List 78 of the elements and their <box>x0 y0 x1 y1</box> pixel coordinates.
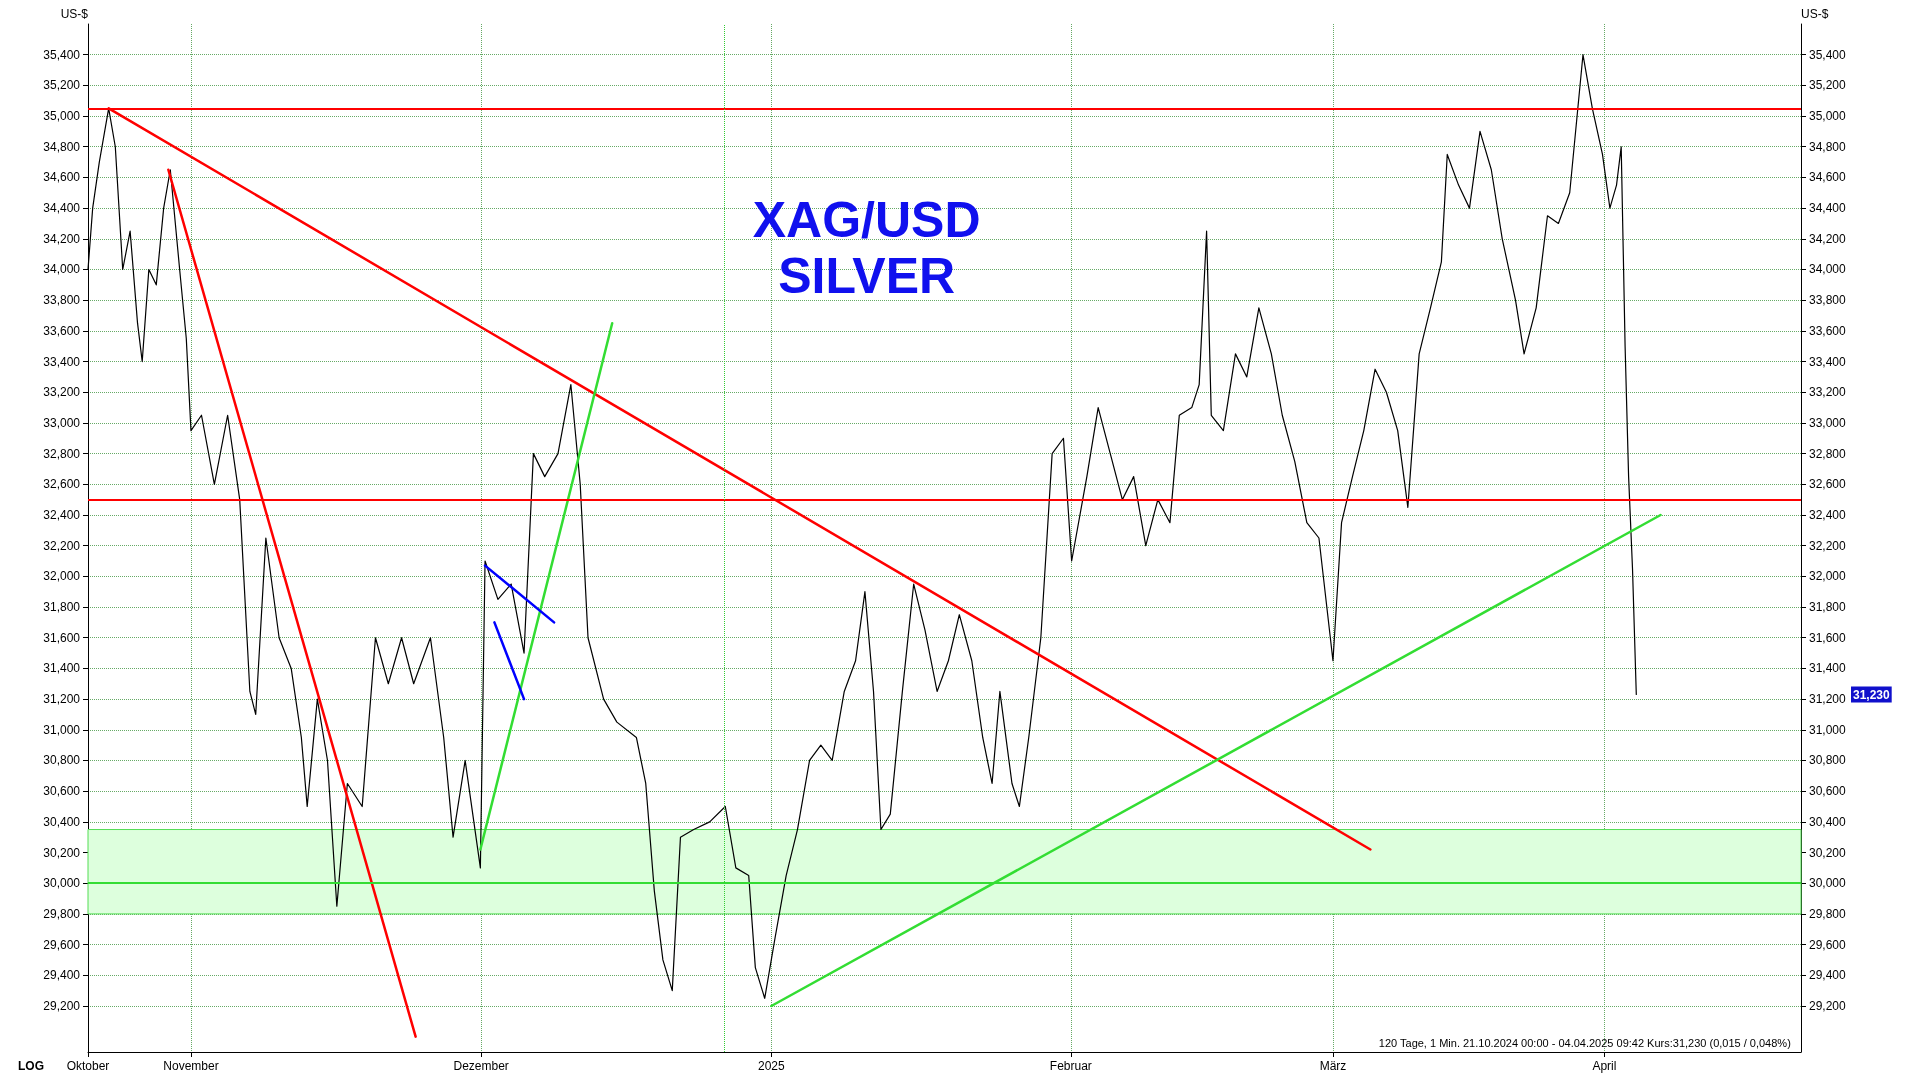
y-tick-label: 29,400 <box>43 968 81 983</box>
y-tick-label: 34,800 <box>43 139 81 154</box>
y-tick-label: 30,400 <box>43 814 81 829</box>
y-tick-label: 32,800 <box>43 446 81 461</box>
y2-tick-label: 32,600 <box>1809 477 1847 492</box>
y-tick-label: 33,600 <box>43 323 81 338</box>
y2-tick-label: 34,800 <box>1809 139 1847 154</box>
x-tick-label: März <box>1319 1059 1347 1073</box>
y-tick-label: 32,400 <box>43 507 81 522</box>
y2-tick-label: 32,000 <box>1809 569 1847 584</box>
y2-tick-label: 29,400 <box>1809 968 1847 983</box>
y-tick-label: 33,000 <box>43 415 81 430</box>
y-tick-label: 32,600 <box>43 477 81 492</box>
y-tick-label: 30,600 <box>43 784 81 799</box>
y2-tick-label: 35,200 <box>1809 78 1847 93</box>
text: LOG <box>18 1059 44 1073</box>
y-tick-label: 34,600 <box>43 170 81 185</box>
y2-tick-label: 30,400 <box>1809 814 1847 829</box>
x-tick-label: November <box>163 1059 219 1073</box>
y-tick-label: 31,200 <box>43 692 81 707</box>
y-tick-label: 34,200 <box>43 231 81 246</box>
y-tick-label: 34,000 <box>43 262 81 277</box>
y2-tick-label: 31,600 <box>1809 630 1847 645</box>
x-tick-label: Oktober <box>66 1059 110 1073</box>
y-tick-label: 31,000 <box>43 722 81 737</box>
y-tick-label: 35,000 <box>43 109 81 124</box>
y2-tick-label: 31,000 <box>1809 722 1847 737</box>
y-tick-label: 30,200 <box>43 845 81 860</box>
y2-tick-label: 33,400 <box>1809 354 1847 369</box>
y2-tick-label: 30,800 <box>1809 753 1847 768</box>
y2-tick-label: 31,800 <box>1809 600 1847 615</box>
y2-tick-label: 32,200 <box>1809 538 1847 553</box>
y2-tick-label: 33,200 <box>1809 385 1847 400</box>
y-axis-title: US-$ <box>60 7 89 21</box>
x-tick-label: Februar <box>1049 1059 1092 1073</box>
y2-tick-label: 34,600 <box>1809 170 1847 185</box>
y2-tick-label: 33,800 <box>1809 293 1847 308</box>
text: 31,230 <box>1853 687 1891 702</box>
y-tick-label: 30,000 <box>43 876 81 891</box>
y2-tick-label: 29,800 <box>1809 906 1847 921</box>
y-tick-label: 31,600 <box>43 630 81 645</box>
y-tick-label: 35,400 <box>43 47 81 62</box>
y2-tick-label: 34,200 <box>1809 231 1847 246</box>
x-tick-label: 2025 <box>757 1059 785 1073</box>
y2-tick-label: 31,200 <box>1809 692 1847 707</box>
text: XAG/USD <box>752 191 981 248</box>
y-tick-label: 31,800 <box>43 600 81 615</box>
y-tick-label: 29,600 <box>43 937 81 952</box>
y2-tick-label: 30,000 <box>1809 876 1847 891</box>
text: SILVER <box>778 247 956 304</box>
y2-tick-label: 30,200 <box>1809 845 1847 860</box>
y-tick-label: 35,200 <box>43 78 81 93</box>
y2-tick-label: 30,600 <box>1809 784 1847 799</box>
y-tick-label: 32,000 <box>43 569 81 584</box>
y-tick-label: 34,400 <box>43 201 81 216</box>
y-tick-label: 33,400 <box>43 354 81 369</box>
y2-tick-label: 34,000 <box>1809 262 1847 277</box>
y2-tick-label: 35,400 <box>1809 47 1847 62</box>
y2-tick-label: 34,400 <box>1809 201 1847 216</box>
y2-axis-title: US-$ <box>1801 7 1829 21</box>
y2-tick-label: 35,000 <box>1809 109 1847 124</box>
y-tick-label: 32,200 <box>43 538 81 553</box>
y2-tick-label: 33,600 <box>1809 323 1847 338</box>
y2-tick-label: 32,800 <box>1809 446 1847 461</box>
y2-tick-label: 31,400 <box>1809 661 1847 676</box>
y-tick-label: 29,800 <box>43 906 81 921</box>
y-tick-label: 33,200 <box>43 385 81 400</box>
y2-tick-label: 29,600 <box>1809 937 1847 952</box>
y-tick-label: 31,400 <box>43 661 81 676</box>
x-tick-label: Dezember <box>453 1059 509 1073</box>
y-tick-label: 30,800 <box>43 753 81 768</box>
y-tick-label: 33,800 <box>43 293 81 308</box>
y2-tick-label: 29,200 <box>1809 998 1847 1013</box>
y-tick-label: 29,200 <box>43 998 81 1013</box>
annotation: 120 Tage, 1 Min. 21.10.2024 00:00 - 04.04.2025 09:42 Kurs:31,230 (0,015 / 0,048%) <box>1378 1036 1791 1049</box>
x-tick-label: April <box>1592 1059 1617 1073</box>
y2-tick-label: 32,400 <box>1809 507 1847 522</box>
y2-tick-label: 33,000 <box>1809 415 1847 430</box>
